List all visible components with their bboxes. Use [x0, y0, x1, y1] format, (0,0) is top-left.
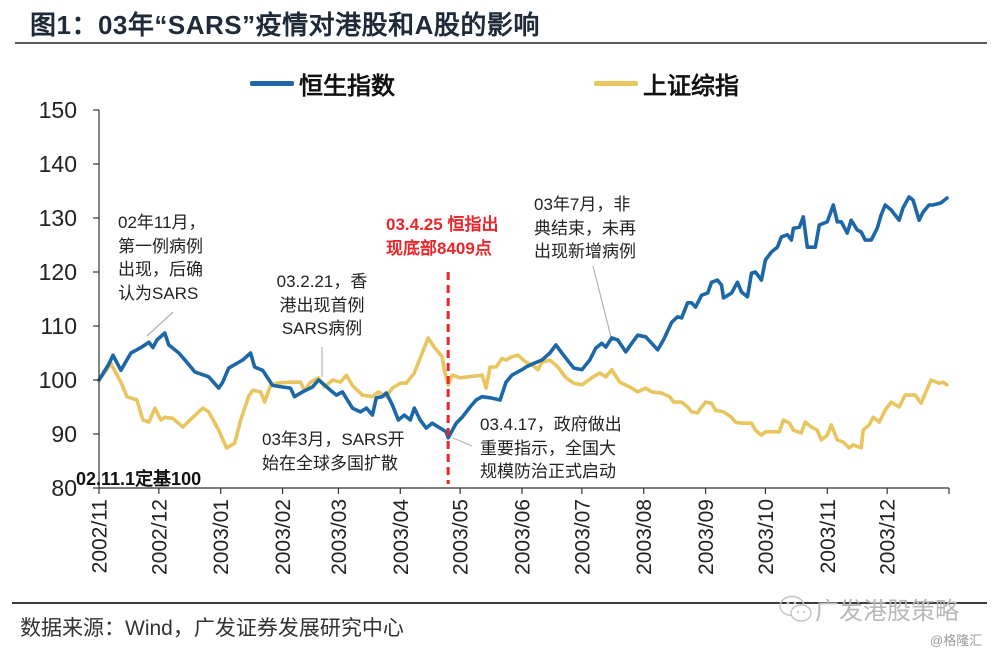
watermark-text: 广发港股策略	[815, 598, 959, 625]
annotation-line: 典结束，未再	[534, 218, 636, 238]
x-tick-label: 2003/04	[390, 499, 413, 575]
series-sse-line	[97, 336, 949, 450]
annotation-line: 03.4.17，政府做出	[480, 415, 622, 434]
legend-item-hsi: 恒生指数	[250, 69, 395, 100]
data-source-note: 数据来源：Wind，广发证券发展研究中心	[20, 617, 404, 640]
x-tick-label: 2002/12	[148, 499, 171, 575]
figure-title: 图1：03年“SARS”疫情对港股和A股的影响	[30, 10, 540, 40]
annotation-line: SARS病例	[281, 319, 363, 338]
annotation-line: 港出现首例	[279, 295, 365, 315]
annotation-pointer-gov-directive	[452, 437, 473, 447]
x-tick-label: 2003/12	[877, 499, 900, 575]
base-date-note: 02.11.1定基100	[76, 469, 202, 489]
y-tick-label: 90	[51, 421, 77, 447]
annotation-line: 03年3月，SARS开	[262, 430, 405, 449]
y-tick-label: 150	[39, 97, 77, 123]
credit-text: @格隆汇	[930, 633, 983, 648]
x-tick-label: 2003/01	[210, 499, 233, 575]
y-tick-label: 110	[40, 313, 77, 339]
title-divider	[15, 42, 987, 44]
x-tick-label: 2003/08	[633, 499, 656, 575]
series-hsi-line	[97, 195, 949, 440]
x-tick-label: 2003/11	[817, 499, 840, 573]
y-tick-label: 140	[39, 151, 77, 177]
x-tick-label: 2003/09	[695, 499, 718, 575]
annotation-line: 02年11月，	[118, 213, 206, 232]
legend-label-hsi: 恒生指数	[299, 72, 395, 100]
annotation-line: 认为SARS	[118, 283, 199, 303]
annotation-line: 始在全球多国扩散	[262, 453, 398, 473]
x-tick-label: 2003/03	[328, 499, 351, 575]
footer-divider	[12, 602, 987, 604]
annotation-hk-first-case: 03.2.21，香 港出现首例 SARS病例	[268, 270, 376, 341]
annotation-pointers	[146, 265, 612, 447]
y-tick-label: 100	[39, 367, 77, 393]
x-tick-label: 2003/10	[755, 499, 778, 575]
x-tick-label: 2003/05	[450, 499, 473, 575]
x-tick-label: 2003/07	[571, 499, 594, 575]
x-tick-label: 2003/02	[272, 499, 295, 575]
annotation-sars-end: 03年7月，非 典结束，未再 出现新增病例	[534, 193, 636, 264]
annotation-global-spread: 03年3月，SARS开 始在全球多国扩散	[262, 428, 405, 475]
annotation-line: 重要指示，全国大	[480, 438, 616, 458]
x-tick-label: 2003/06	[512, 499, 535, 575]
y-tick-label: 120	[39, 259, 77, 285]
annotation-pointer-first-case	[146, 311, 174, 337]
legend-swatch-sse	[594, 80, 638, 86]
legend-label-sse: 上证综指	[643, 72, 739, 100]
annotation-line: 出现，后确	[118, 260, 203, 279]
annotation-line: 出现新增病例	[534, 242, 636, 261]
annotation-hsi-bottom: 03.4.25 恒指出 现底部8409点	[386, 213, 498, 260]
y-tick-label: 130	[39, 205, 77, 231]
annotation-line: 03.4.25 恒指出	[386, 215, 499, 234]
annotation-gov-directive: 03.4.17，政府做出 重要指示，全国大 规模防治正式启动	[480, 413, 622, 484]
x-tick-label: 2002/11	[89, 499, 112, 573]
wechat-icon	[779, 595, 812, 622]
series-layer	[97, 195, 949, 450]
annotation-line: 第一例病例	[118, 236, 203, 256]
annotation-first-case: 02年11月， 第一例病例 出现，后确 认为SARS	[118, 211, 206, 305]
legend-swatch-hsi	[250, 80, 294, 86]
legend-item-sse: 上证综指	[594, 69, 739, 100]
y-tick-label: 80	[51, 475, 77, 501]
annotation-line: 03年7月，非	[534, 195, 631, 214]
annotation-line: 现底部8409点	[386, 238, 492, 258]
annotation-line: 03.2.21，香	[276, 272, 368, 291]
annotation-pointer-sars-end	[592, 265, 612, 338]
annotation-line: 规模防治正式启动	[480, 462, 616, 481]
axes: 80 90 100 110 120 130 140 150 2002/11 2002/12 2003…	[39, 97, 950, 575]
